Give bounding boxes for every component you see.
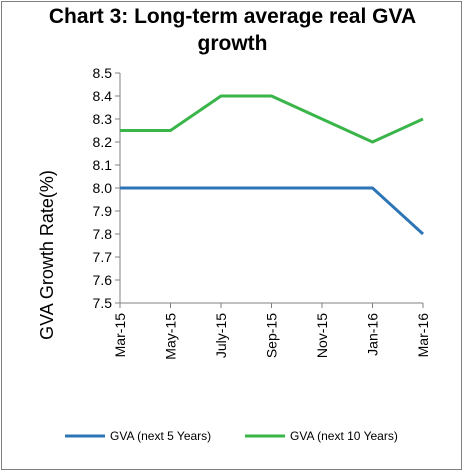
y-tick-labels: 8.5 8.4 8.3 8.2 8.1 8.0 7.9 7.8 7.7 7.6 7.5 bbox=[93, 65, 113, 311]
y-tick-label: 7.7 bbox=[93, 249, 113, 265]
x-tick-label: May-15 bbox=[163, 313, 179, 360]
series-lines bbox=[120, 94, 425, 236]
chart-axes bbox=[115, 72, 424, 308]
y-tick-label: 8.0 bbox=[93, 180, 113, 196]
y-tick-label: 7.6 bbox=[93, 272, 113, 288]
y-tick-label: 7.5 bbox=[93, 295, 113, 311]
series-line-2 bbox=[120, 94, 424, 144]
y-tick-label: 8.3 bbox=[93, 111, 113, 127]
legend: GVA (next 5 Years) GVA (next 10 Years) bbox=[65, 429, 398, 443]
x-tick-label: Sep-15 bbox=[264, 313, 280, 358]
x-tick-label: Mar-16 bbox=[415, 313, 431, 358]
y-tick-label: 7.9 bbox=[93, 203, 113, 219]
x-tick-label: Jan-16 bbox=[365, 313, 381, 356]
y-tick-label: 8.5 bbox=[93, 65, 113, 81]
y-axis-label: GVA Growth Rate(%) bbox=[37, 170, 57, 340]
y-tick-label: 8.1 bbox=[93, 157, 113, 173]
chart-title-line1: Chart 3: Long-term average real GVA bbox=[48, 5, 417, 28]
y-tick-label: 8.2 bbox=[93, 134, 113, 150]
series-line-1 bbox=[120, 186, 425, 236]
y-tick-label: 8.4 bbox=[93, 88, 113, 104]
chart-title-line2: growth bbox=[197, 32, 268, 55]
legend-label-2: GVA (next 10 Years) bbox=[290, 429, 398, 443]
x-tick-label: Mar-15 bbox=[112, 313, 128, 358]
y-tick-label: 7.8 bbox=[93, 226, 113, 242]
x-tick-label: July-15 bbox=[213, 313, 229, 358]
legend-label-1: GVA (next 5 Years) bbox=[110, 429, 211, 443]
x-tick-labels: Mar-15 May-15 July-15 Sep-15 Nov-15 Jan-16 Mar… bbox=[112, 313, 431, 360]
chart-title: Chart 3: Long-term average real GVA grow… bbox=[0, 3, 465, 57]
x-tick-label: Nov-15 bbox=[314, 313, 330, 358]
